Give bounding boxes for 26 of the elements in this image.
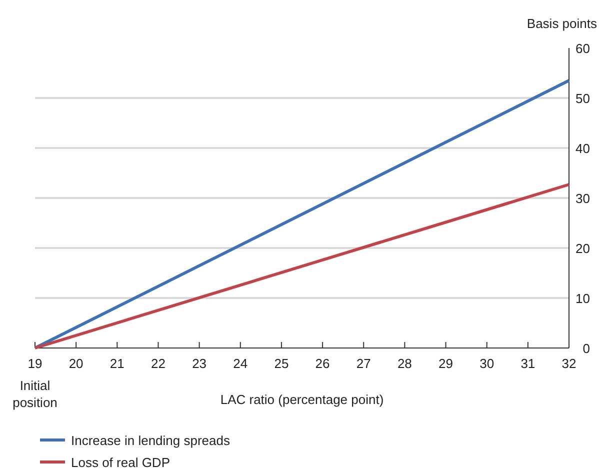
y-tick-label: 30	[576, 191, 590, 206]
x-tick-label: 31	[520, 356, 536, 371]
x-tick-label: 26	[315, 356, 330, 371]
x-tick-label: 32	[562, 356, 576, 371]
x-tick-label: 29	[438, 356, 454, 371]
x-tick-label: 19	[28, 356, 42, 371]
x-tick-label: 30	[480, 356, 494, 371]
x-tick-label: 27	[356, 356, 371, 371]
y-tick-label: 50	[576, 91, 590, 106]
x-tick-label: 21	[110, 356, 124, 371]
legend-label: Increase in lending spreads	[71, 433, 230, 448]
y-tick-label: 0	[582, 341, 590, 356]
y-tick-label: 40	[576, 141, 590, 156]
x-tick-label: 28	[397, 356, 412, 371]
x-tick-label: 24	[233, 356, 248, 371]
x-tick-label: 23	[192, 356, 207, 371]
x-axis-title: LAC ratio (percentage point)	[220, 392, 384, 407]
legend-label: Loss of real GDP	[71, 455, 170, 469]
x-tick-label: 25	[274, 356, 289, 371]
text: Initial position	[12, 378, 58, 410]
x-tick-label: 22	[150, 356, 166, 371]
y-tick-label: 60	[576, 41, 590, 56]
x-tick-label: 20	[68, 356, 84, 371]
y-tick-label: 20	[576, 241, 590, 256]
y-tick-label: 10	[576, 291, 590, 306]
y-axis-title: Basis points	[526, 16, 598, 31]
